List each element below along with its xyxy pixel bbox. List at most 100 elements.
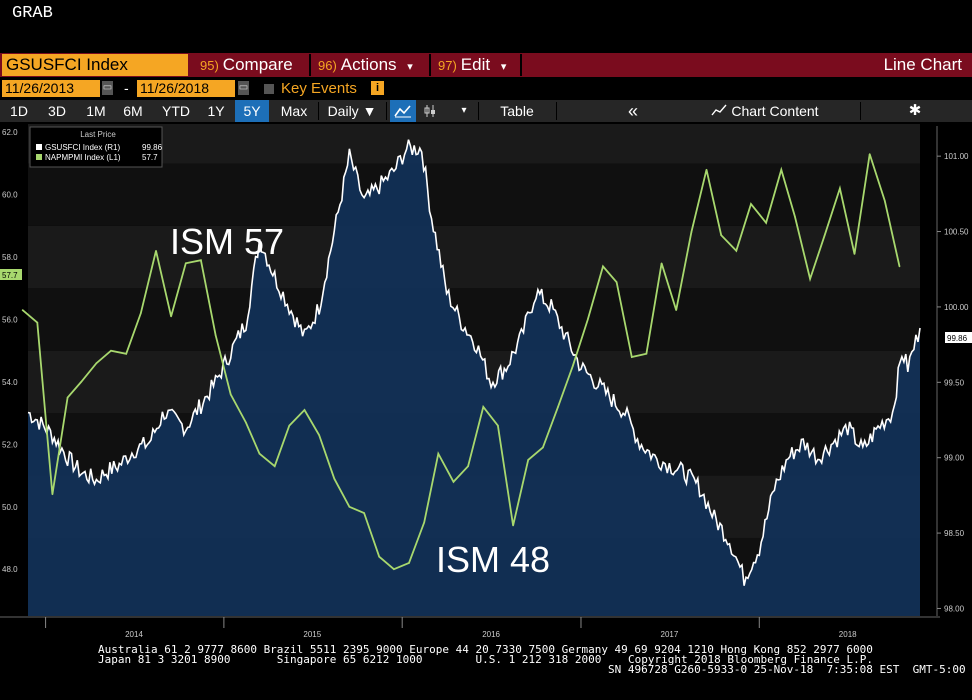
legend-value-gsusfci: 99.86 xyxy=(142,143,163,152)
right-tick-label: 100.50 xyxy=(944,228,969,237)
end-date-field[interactable]: 11/26/2018 xyxy=(137,80,235,97)
key-events-checkbox[interactable] xyxy=(264,84,274,94)
compare-menu-number: 95) xyxy=(200,58,219,73)
napmpmi-point xyxy=(839,187,841,190)
edit-menu[interactable]: 97) Edit ▾ xyxy=(432,54,520,76)
napmpmi-point xyxy=(95,362,98,364)
session-info: SN 496728 G260-5933-0 25-Nov-18 7:35:08 … xyxy=(608,663,966,676)
napmpmi-point xyxy=(185,262,187,265)
napmpmi-point xyxy=(765,222,767,224)
napmpmi-point xyxy=(587,318,589,321)
napmpmi-point xyxy=(333,477,336,480)
napmpmi-point xyxy=(750,203,752,205)
napmpmi-point xyxy=(602,265,604,268)
napmpmi-point xyxy=(140,312,142,315)
candlestick-glyph xyxy=(424,105,435,117)
napmpmi-point xyxy=(51,493,54,496)
napmpmi-point xyxy=(482,406,485,408)
right-tick-label: 101.00 xyxy=(944,152,969,161)
range-1y-button[interactable]: 1Y xyxy=(207,103,225,119)
background-band xyxy=(28,225,920,289)
napmpmi-point xyxy=(437,452,440,455)
calendar-icon[interactable]: ▭ xyxy=(238,81,249,95)
napmpmi-point xyxy=(557,406,559,408)
range-5y-button[interactable]: 5Y xyxy=(235,100,269,122)
range-3d-button[interactable]: 3D xyxy=(48,103,66,119)
calendar-icon[interactable]: ▭ xyxy=(102,81,113,95)
napmpmi-point xyxy=(675,309,677,311)
right-tick-label: 99.50 xyxy=(944,378,965,387)
range-max-button[interactable]: Max xyxy=(280,103,308,119)
napmpmi-point xyxy=(363,512,365,514)
right-tick-label: 98.50 xyxy=(944,529,965,538)
toolbar-divider xyxy=(318,102,319,120)
napmpmi-point xyxy=(452,481,455,483)
settings-gear-icon[interactable]: ✱ xyxy=(908,102,922,119)
right-tick-label: 99.00 xyxy=(944,454,965,463)
line-chart[interactable]: 48.050.052.054.056.058.060.062.0 98.0098… xyxy=(0,124,972,640)
actions-menu[interactable]: 96) Actions ▾ xyxy=(312,54,428,76)
toolbar-divider xyxy=(556,102,557,120)
line-chart-glyph xyxy=(394,105,411,118)
left-y-axis: 48.0 50.0 52.0 54.0 56.0 58.0 60.0 62.0 xyxy=(2,128,18,574)
napmpmi-point xyxy=(527,459,529,461)
napmpmi-point xyxy=(497,424,499,427)
napmpmi-point xyxy=(571,365,574,368)
legend-name-napmpmi: NAPMPMI Index (L1) xyxy=(45,153,121,162)
key-events-label[interactable]: Key Events xyxy=(281,80,357,97)
napmpmi-point xyxy=(809,278,811,280)
napmpmi-point xyxy=(780,168,783,171)
toolbar-divider xyxy=(386,102,387,120)
ticker-field[interactable]: GSUSFCI Index xyxy=(2,54,188,76)
napmpmi-point xyxy=(155,250,157,252)
right-y-axis: 98.00 98.50 99.00 99.50 100.00 100.50 101.00 xyxy=(936,126,969,616)
background-band xyxy=(28,288,920,351)
window-title: GRAB xyxy=(12,4,53,23)
compare-menu-label: Compare xyxy=(222,55,293,74)
candlestick-icon[interactable] xyxy=(418,100,442,122)
range-1m-button[interactable]: 1M xyxy=(86,103,106,119)
frequency-dropdown[interactable]: Daily ▼ xyxy=(327,103,377,119)
legend-swatch-gsusfci xyxy=(36,144,42,150)
background-band xyxy=(28,163,920,226)
napmpmi-point xyxy=(125,353,127,355)
range-6m-button[interactable]: 6M xyxy=(123,103,143,119)
legend-swatch-napmpmi xyxy=(36,154,42,160)
napmpmi-point xyxy=(868,153,871,155)
napmpmi-point xyxy=(303,409,306,411)
window-titlebar xyxy=(0,0,972,52)
left-tick-label: 50.0 xyxy=(2,503,18,512)
napmpmi-point xyxy=(467,465,469,468)
table-button[interactable]: Table xyxy=(500,103,534,119)
x-tick-label: 2018 xyxy=(839,630,857,639)
contact-line-2: Japan 81 3 3201 8900 Singapore 65 6212 1… xyxy=(98,653,602,666)
napmpmi-point xyxy=(408,562,410,564)
right-tick-label: 98.00 xyxy=(944,604,965,613)
napmpmi-point xyxy=(735,250,738,252)
legend-value-napmpmi: 57.7 xyxy=(142,153,158,162)
info-icon[interactable]: i xyxy=(371,81,384,95)
chart-content-button[interactable]: Chart Content xyxy=(690,100,840,122)
left-tick-label: 54.0 xyxy=(2,378,18,387)
legend-header: Last Price xyxy=(80,130,116,139)
view-type-label[interactable]: Line Chart xyxy=(883,55,962,74)
x-tick-label: 2015 xyxy=(303,630,321,639)
line-chart-icon[interactable] xyxy=(390,100,416,122)
napmpmi-point xyxy=(690,231,693,233)
range-1d-button[interactable]: 1D xyxy=(10,103,28,119)
start-date-field[interactable]: 11/26/2013 xyxy=(2,80,100,97)
collapse-icon[interactable]: « xyxy=(627,101,638,121)
chart-content-icon xyxy=(711,104,727,116)
napmpmi-point xyxy=(884,200,886,202)
napmpmi-point xyxy=(660,262,663,265)
compare-menu[interactable]: 95) Compare xyxy=(194,54,308,76)
napmpmi-point xyxy=(794,215,796,218)
napmpmi-point xyxy=(423,521,426,524)
napmpmi-point xyxy=(645,353,648,355)
napmpmi-point xyxy=(631,356,633,358)
chart-style-dropdown[interactable]: ▾ xyxy=(461,105,467,116)
range-ytd-button[interactable]: YTD xyxy=(162,103,190,119)
napmpmi-last-label: 57.7 xyxy=(2,271,18,280)
left-tick-label: 60.0 xyxy=(2,191,18,200)
right-tick-label: 100.00 xyxy=(944,303,969,312)
